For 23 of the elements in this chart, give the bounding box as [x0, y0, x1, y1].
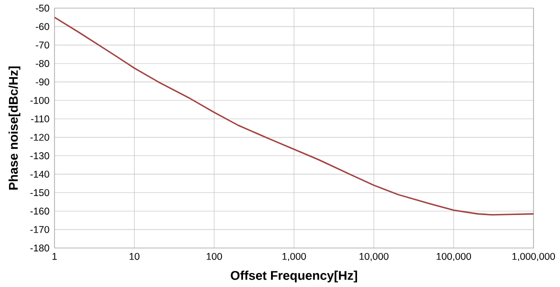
- x-tick-label: 10: [130, 252, 140, 260]
- y-tick-label: -60: [36, 23, 50, 30]
- y-tick-label: -80: [36, 60, 50, 67]
- x-tick-label: 100: [206, 252, 222, 260]
- y-tick-label: -140: [30, 170, 50, 178]
- y-tick-label: -50: [36, 4, 50, 12]
- x-tick-label: 1: [52, 252, 57, 260]
- x-tick-label: 1,000,000: [512, 252, 555, 262]
- y-tick-label: -170: [30, 226, 50, 233]
- x-tick-label: 10,000: [360, 252, 388, 262]
- y-tick-label: -90: [36, 78, 50, 86]
- y-tick-label: -70: [36, 42, 50, 48]
- x-tick-label: 1,000: [282, 252, 306, 262]
- x-axis-title: Offset Frequency[Hz]: [230, 270, 358, 282]
- y-tick-label: -120: [30, 134, 50, 141]
- y-tick-label: -100: [30, 96, 50, 104]
- y-tick-label: -150: [30, 189, 50, 196]
- y-tick-label: -160: [30, 208, 50, 215]
- x-tick-label: 100,000: [436, 252, 472, 262]
- y-axis-title: Phase noise[dBc/Hz]: [8, 66, 20, 190]
- y-tick-label: -130: [30, 152, 50, 160]
- y-tick-label: -180: [30, 244, 50, 252]
- y-tick-label: -110: [31, 115, 50, 122]
